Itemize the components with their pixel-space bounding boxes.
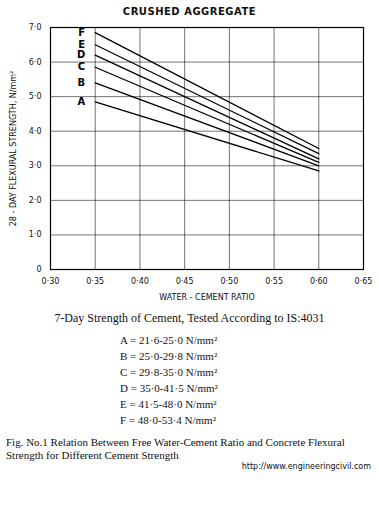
html-text:http://www.engineeringcivil.co: http://www.engineeringcivil.com — [241, 462, 371, 471]
svg-text:0·35: 0·35 — [86, 277, 104, 286]
svg-text:0: 0 — [36, 265, 41, 274]
svg-text:D: D — [77, 49, 85, 60]
html-text:E = 41·5-48·0 N/mm²: E = 41·5-48·0 N/mm² — [120, 398, 217, 410]
svg-text:2·0: 2·0 — [29, 196, 42, 205]
svg-text:A: A — [77, 96, 85, 107]
svg-text:5·0: 5·0 — [29, 92, 42, 101]
svg-text:C: C — [78, 61, 85, 72]
svg-text:WATER - CEMENT RATIO: WATER - CEMENT RATIO — [159, 293, 254, 302]
svg-text:0·55: 0·55 — [265, 277, 283, 286]
svg-text:28 - DAY FLEXURAL STRENGTH, N/: 28 - DAY FLEXURAL STRENGTH, N/mm² — [9, 71, 18, 227]
svg-text:3·0: 3·0 — [29, 161, 42, 170]
svg-text:E: E — [78, 39, 85, 50]
svg-text:6·0: 6·0 — [29, 58, 42, 67]
svg-text:B: B — [78, 77, 86, 88]
html-text:B = 25·0-29·8 N/mm²: B = 25·0-29·8 N/mm² — [120, 350, 218, 362]
html-text:Fig. No.1 Relation Between Fre: Fig. No.1 Relation Between Free Water-Ce… — [6, 436, 345, 461]
svg-text:0·60: 0·60 — [310, 277, 328, 286]
svg-text:0·30: 0·30 — [42, 277, 60, 286]
html-text:CRUSHED AGGREGATE: CRUSHED AGGREGATE — [122, 6, 257, 17]
svg-text:0·45: 0·45 — [176, 277, 194, 286]
svg-text:7·0: 7·0 — [29, 23, 42, 32]
svg-text:F: F — [78, 27, 85, 38]
svg-text:4·0: 4·0 — [29, 127, 42, 136]
svg-text:0·40: 0·40 — [131, 277, 149, 286]
html-text:D = 35·0-41·5 N/mm²: D = 35·0-41·5 N/mm² — [120, 382, 218, 394]
html-text:C = 29·8-35·0 N/mm²: C = 29·8-35·0 N/mm² — [120, 366, 218, 378]
html-text:F = 48·0-53·4 N/mm²: F = 48·0-53·4 N/mm² — [120, 414, 216, 426]
html-text:7-Day Strength of Cement, Test: 7-Day Strength of Cement, Tested Accordi… — [54, 311, 325, 325]
html-text:A = 21·6-25·0 N/mm²: A = 21·6-25·0 N/mm² — [120, 334, 218, 346]
svg-text:0·65: 0·65 — [355, 277, 373, 286]
svg-text:1·0: 1·0 — [29, 230, 42, 239]
svg-text:0·50: 0·50 — [220, 277, 238, 286]
